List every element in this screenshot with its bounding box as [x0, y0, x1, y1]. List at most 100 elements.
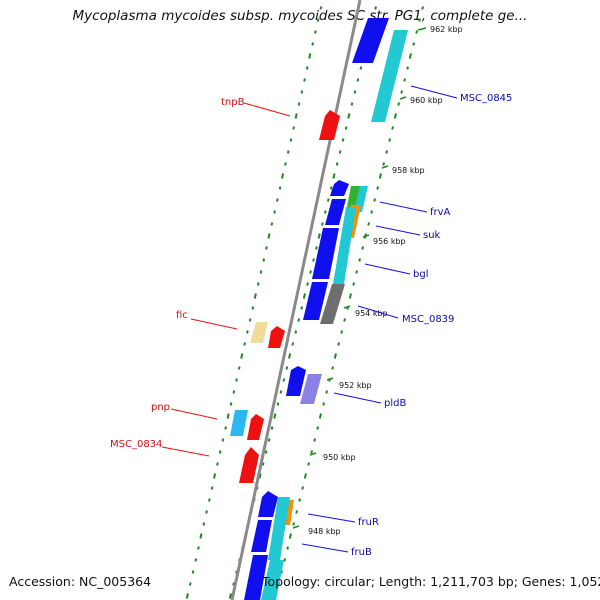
ring-tick [246, 330, 249, 334]
rna-msc-0845[interactable] [371, 30, 408, 122]
map-title: Mycoplasma mycoides subsp. mycoides SC s… [72, 8, 528, 24]
ring-tick [348, 293, 352, 299]
ring-tick [388, 138, 391, 142]
gene-pnp-domain-skyblue[interactable] [230, 410, 248, 436]
gene-label-suk[interactable]: suk [375, 225, 441, 241]
gene-label-msc-0845[interactable]: MSC_0845 [410, 85, 512, 104]
ring-tick [347, 113, 351, 119]
ring-tick [318, 413, 322, 419]
gene-frva-cds[interactable] [330, 180, 349, 196]
ring-tick [188, 582, 192, 586]
ring-tick [224, 426, 227, 430]
ring-tick [292, 126, 295, 130]
gene-label-pldb[interactable]: pldB [333, 392, 406, 409]
gene-pnp-cds[interactable] [247, 414, 264, 440]
ring-tick [253, 293, 257, 299]
svg-text:frvA: frvA [430, 207, 451, 218]
kbp-tick-954 [343, 305, 351, 309]
accession-text: Accession: NC_005364 [9, 574, 152, 589]
domain-pldb-lavender[interactable] [300, 374, 322, 404]
ring-tick [300, 306, 303, 310]
ring-tick [421, 6, 424, 10]
ring-tick [370, 210, 373, 214]
svg-text:pldB: pldB [384, 398, 406, 409]
ring-tick [289, 138, 293, 142]
ring-tick [267, 233, 271, 239]
ring-tick [276, 402, 280, 406]
gene-label-bgl[interactable]: bgl [364, 263, 428, 280]
svg-text:MSC_0834: MSC_0834 [110, 439, 162, 450]
gene-label-fic[interactable]: fic [176, 310, 238, 330]
ring-tick [218, 450, 222, 454]
ring-tick [294, 113, 298, 119]
gene-fic-domain-tan[interactable] [250, 322, 268, 343]
kbp-label-962: 962 kbp [430, 25, 463, 34]
ring-tick [337, 342, 340, 346]
gene-msc-0834-cds[interactable] [239, 447, 259, 483]
ring-tick [243, 342, 246, 346]
gene-bgl-cds[interactable] [312, 228, 339, 279]
kbp-tick-948 [292, 525, 300, 529]
ring-tick [303, 78, 306, 82]
ring-tick [294, 330, 298, 334]
ring-tick [329, 186, 333, 190]
ring-tick [286, 546, 289, 550]
kbp-label-952: 952 kbp [339, 381, 372, 390]
ring-tick [340, 330, 343, 334]
gene-msc-0839-cds[interactable] [303, 282, 328, 320]
svg-text:fruR: fruR [358, 517, 379, 528]
svg-text:suk: suk [423, 230, 441, 241]
ring-tick [341, 138, 345, 142]
ring-tick [279, 390, 283, 394]
ring-tick [314, 30, 317, 34]
ring-tick [282, 378, 286, 382]
ring-tick [356, 78, 360, 82]
ring-tick [359, 66, 363, 70]
rna-bottom[interactable] [261, 560, 284, 600]
ring-tick [273, 210, 276, 214]
gene-msc-0845-cds[interactable] [352, 18, 389, 63]
gene-label-msc-0839[interactable]: MSC_0839 [357, 305, 454, 325]
kbp-label-948: 948 kbp [308, 527, 341, 536]
rna-frur[interactable] [268, 497, 290, 560]
ring-tick [358, 258, 361, 262]
gene-label-frva[interactable]: frvA [379, 201, 451, 218]
gene-label-tnpb[interactable]: tnpB [221, 97, 291, 117]
gene-pldb-cds[interactable] [286, 366, 306, 396]
ring-tick [273, 413, 277, 419]
ring-tick [261, 462, 265, 466]
gene-fic-cds[interactable] [268, 326, 285, 348]
gene-label-pnp[interactable]: pnp [151, 402, 218, 420]
kbp-label-956: 956 kbp [373, 237, 406, 246]
ring-tick [229, 402, 233, 406]
ring-tick [307, 462, 310, 466]
ring-tick [338, 150, 342, 154]
gene-label-msc-0834[interactable]: MSC_0834 [110, 439, 210, 457]
ring-tick [311, 42, 314, 46]
ring-tick [302, 293, 306, 299]
ring-tick [309, 270, 312, 274]
ring-tick [374, 6, 377, 10]
ring-tick [240, 353, 244, 359]
ring-tick [313, 438, 316, 442]
gene-blue-cds-bottom[interactable] [244, 555, 268, 600]
ring-tick [267, 438, 271, 442]
gene-frur-cds[interactable] [258, 491, 278, 517]
gene-frub-cds[interactable] [251, 520, 272, 552]
ring-tick [288, 533, 292, 539]
rna-bgl[interactable] [333, 207, 356, 284]
ring-tick [185, 593, 189, 599]
gene-label-frub[interactable]: fruB [301, 543, 372, 558]
domain-msc-0839-gray[interactable] [320, 284, 345, 324]
gene-tnpb-cds[interactable] [319, 110, 340, 140]
ring-tick [285, 366, 289, 370]
tick-ring-middle [185, 6, 323, 599]
genome-summary-text: Topology: circular; Length: 1,211,703 bp… [262, 574, 600, 589]
gene-suk-cds[interactable] [325, 199, 346, 225]
ring-tick [281, 173, 285, 179]
gene-label-frur[interactable]: fruR [307, 513, 379, 528]
ring-tick [194, 558, 198, 562]
ring-tick [270, 426, 274, 430]
ring-tick [331, 366, 334, 370]
